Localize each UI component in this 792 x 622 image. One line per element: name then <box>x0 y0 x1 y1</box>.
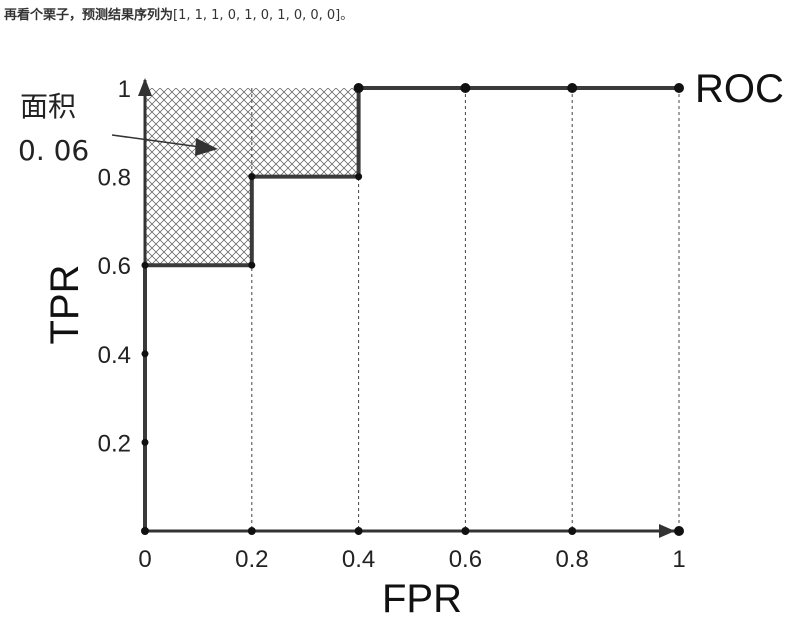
x-axis-point-0 <box>141 527 149 535</box>
x-tick-label-0: 0 <box>138 546 151 573</box>
x-tick-label-2: 0.4 <box>342 546 375 573</box>
annotation-arrow-line <box>111 134 201 148</box>
y-axis-arrow <box>138 78 152 96</box>
y-tick-label-2: 0.6 <box>98 253 131 280</box>
caption-text: 再看个栗子，预测结果序列为[1, 1, 1, 0, 1, 0, 1, 0, 0,… <box>4 4 353 23</box>
x-axis-point-5 <box>674 526 684 536</box>
area-annotation-value: 0. 06 <box>18 134 89 167</box>
x-axis-point-3 <box>461 527 470 535</box>
x-axis-point-1 <box>247 527 256 535</box>
x-tick-label-1: 0.2 <box>235 546 268 573</box>
x-tick-label-5: 1 <box>672 546 685 573</box>
caption-bold: 再看个栗子，预测结果序列为 <box>4 8 174 23</box>
area-annotation-label: 面积 <box>20 90 76 123</box>
roc-point-4 <box>248 261 256 269</box>
x-axis-point-4 <box>568 527 577 535</box>
roc-point-2 <box>141 350 149 358</box>
roc-point-9 <box>567 83 578 93</box>
roc-point-8 <box>460 83 471 93</box>
roc-point-1 <box>141 438 149 446</box>
caption-sequence: [1, 1, 1, 0, 1, 0, 1, 0, 0, 0] <box>173 8 341 23</box>
x-tick-label-3: 0.6 <box>449 546 482 573</box>
x-axis-point-2 <box>354 527 363 535</box>
series-label-roc: ROC <box>695 67 784 111</box>
roc-point-10 <box>674 83 684 93</box>
roc-point-6 <box>355 173 363 181</box>
caption-end: 。 <box>340 8 354 23</box>
x-tick-label-4: 0.8 <box>556 546 589 573</box>
roc-point-3 <box>141 261 149 269</box>
roc-point-5 <box>248 173 256 181</box>
x-axis-arrow <box>659 524 675 538</box>
y-tick-label-4: 1 <box>118 76 131 103</box>
roc-point-7 <box>353 83 364 93</box>
y-tick-label-1: 0.4 <box>98 342 131 369</box>
annotation-arrow-head <box>195 138 218 156</box>
x-axis-title: FPR <box>382 577 462 621</box>
y-tick-label-3: 0.8 <box>98 165 131 192</box>
y-tick-label-0: 0.2 <box>98 430 131 457</box>
y-axis-title: TPR <box>43 265 87 345</box>
